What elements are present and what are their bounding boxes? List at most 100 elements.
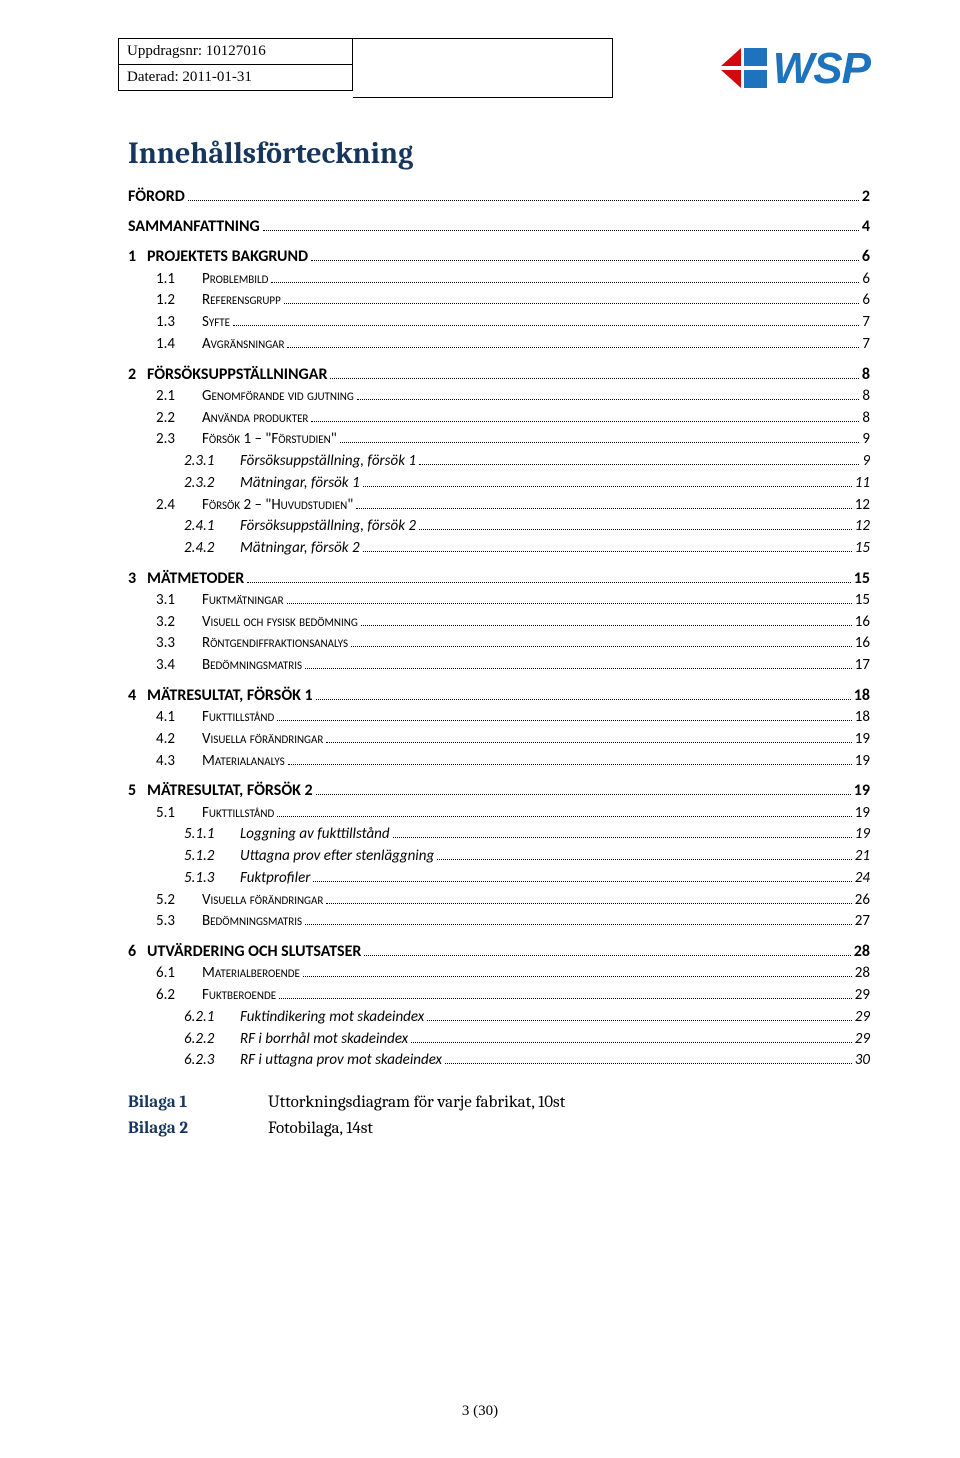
toc-entry-label: 5.1.2Uttagna prov efter stenläggning (184, 846, 434, 868)
toc-leader-dots (363, 542, 852, 553)
toc-entry-label: 2.4Försök 2 – "Huvudstudien" (156, 495, 353, 517)
toc-entry-text: Uttagna prov efter stenläggning (240, 847, 434, 865)
toc-entry-text: Referensgrupp (202, 291, 281, 309)
toc-entry-page: 19 (854, 779, 870, 802)
toc-title: Innehållsförteckning (128, 136, 870, 171)
toc-entry-text: Bedömningsmatris (202, 912, 302, 930)
toc-entry-label: 4.2Visuella förändringar (156, 729, 323, 751)
toc-entry: 2.2Använda produkter8 (128, 408, 870, 430)
toc-entry-page: 19 (855, 729, 870, 751)
appendix-block: Bilaga 1 Uttorkningsdiagram för varje fa… (128, 1090, 870, 1141)
toc-entry-text: Loggning av fukttillstånd (240, 825, 390, 843)
toc-entry-text: Bedömningsmatris (202, 656, 302, 674)
toc-entry-page: 16 (855, 633, 870, 655)
page-footer: 3 (30) (0, 1403, 960, 1420)
toc-entry-page: 8 (862, 363, 870, 386)
toc-entry: 6.2Fuktberoende29 (128, 985, 870, 1007)
logo-wrap: WSP (721, 38, 870, 94)
toc-entry: 1.4Avgränsningar7 (128, 334, 870, 356)
toc-leader-dots (316, 784, 851, 795)
toc-entry-text: Försök 2 – "Huvudstudien" (202, 496, 353, 514)
toc-leader-dots (393, 828, 852, 839)
toc-entry-number: 2.3.2 (184, 473, 240, 495)
toc-entry-number: 6.2 (156, 985, 202, 1007)
toc-entry-text: Försöksuppställning, försök 2 (240, 517, 416, 535)
toc-leader-dots (364, 945, 850, 956)
toc-entry-label: 5.1Fukttillstånd (156, 803, 274, 825)
toc-entry-page: 15 (855, 538, 870, 560)
toc-entry-label: 3.1Fuktmätningar (156, 590, 284, 612)
toc-entry-number: 1.2 (156, 290, 202, 312)
toc-entry-label: 4 MÄTRESULTAT, FÖRSÖK 1 (128, 684, 313, 707)
content-area: Innehållsförteckning FÖRORD2SAMMANFATTNI… (118, 136, 870, 1141)
toc-entry-text: Problembild (202, 270, 268, 288)
toc-entry-number: 2.4.1 (184, 516, 240, 538)
toc-entry-number: 5.3 (156, 911, 202, 933)
appendix-row-2: Bilaga 2 Fotobilaga, 14st (128, 1116, 870, 1142)
toc-entry: 2.3Försök 1 – "Förstudien"9 (128, 429, 870, 451)
toc-entry: 6.1Materialberoende28 (128, 963, 870, 985)
toc-entry: 4.2Visuella förändringar 19 (128, 729, 870, 751)
toc-entry-page: 28 (854, 940, 870, 963)
toc-entry-page: 9 (862, 451, 870, 473)
toc-entry-number: 6.2.2 (184, 1029, 240, 1051)
toc-entry-text: RF i uttagna prov mot skadeindex (240, 1051, 442, 1069)
toc-leader-dots (277, 806, 852, 817)
uppdragsnr-cell: Uppdragsnr: 10127016 (119, 39, 352, 65)
toc-entry-page: 19 (855, 803, 870, 825)
wsp-logo: WSP (721, 44, 870, 94)
toc-entry: 6.2.2RF i borrhål mot skadeindex29 (128, 1029, 870, 1051)
toc-entry-page: 6 (862, 290, 870, 312)
toc-entry-label: 6.1Materialberoende (156, 963, 300, 985)
toc-entry-page: 19 (855, 824, 870, 846)
toc-entry-label: 2.3.1Försöksuppställning, försök 1 (184, 451, 416, 473)
toc-entry-page: 19 (855, 751, 870, 773)
toc-entry: 1 PROJEKTETS BAKGRUND6 (128, 245, 870, 268)
toc-entry-text: Visuell och fysisk bedömning (202, 613, 358, 631)
toc-entry-page: 29 (855, 985, 870, 1007)
toc-entry-page: 6 (862, 245, 870, 268)
toc-leader-dots (361, 615, 852, 626)
toc-entry-page: 11 (855, 473, 870, 495)
toc-entry-text: Röntgendiffraktionsanalys (202, 634, 348, 652)
toc-entry-number: 2.3.1 (184, 451, 240, 473)
toc-entry-page: 15 (854, 567, 870, 590)
toc-entry-number: 5.1.2 (184, 846, 240, 868)
toc-entry: 3 MÄTMETODER15 (128, 567, 870, 590)
toc-entry-text: Mätningar, försök 2 (240, 539, 360, 557)
toc-entry: 1.2Referensgrupp 6 (128, 290, 870, 312)
toc-entry-label: 1.4Avgränsningar (156, 334, 284, 356)
toc-leader-dots (316, 689, 851, 700)
toc-leader-dots (305, 659, 852, 670)
toc-entry: 4.3Materialanalys19 (128, 751, 870, 773)
toc-entry-number: 3.4 (156, 655, 202, 677)
toc-entry-label: 1.3Syfte (156, 312, 230, 334)
toc-entry-number: 5.2 (156, 890, 202, 912)
toc-leader-dots (330, 367, 858, 378)
header-blank-cell (353, 38, 613, 98)
toc-entry-label: 3.2Visuell och fysisk bedömning (156, 612, 358, 634)
toc-entry-page: 16 (855, 612, 870, 634)
toc-entry-number: 5.1 (156, 803, 202, 825)
toc-leader-dots (277, 711, 852, 722)
wsp-logo-text: WSP (773, 44, 870, 94)
toc-entry-page: 8 (862, 386, 870, 408)
toc-leader-dots (356, 498, 852, 509)
toc-entry-number: 1.3 (156, 312, 202, 334)
toc-leader-dots (340, 433, 860, 444)
toc-entry: FÖRORD2 (128, 185, 870, 208)
toc-entry: 3.2Visuell och fysisk bedömning 16 (128, 612, 870, 634)
toc-entry: 2.3.2Mätningar, försök 111 (128, 473, 870, 495)
toc-entry-number: 6.2.3 (184, 1050, 240, 1072)
toc-leader-dots (311, 250, 859, 261)
toc-entry: 1.3Syfte7 (128, 312, 870, 334)
toc-entry-number: 2.1 (156, 386, 202, 408)
toc-entry-page: 15 (855, 590, 870, 612)
toc-leader-dots (445, 1054, 852, 1065)
toc-entry-number: 4.1 (156, 707, 202, 729)
toc-leader-dots (279, 989, 852, 1000)
wsp-logo-icon (721, 48, 767, 90)
toc-leader-dots (351, 637, 852, 648)
toc-entry-label: 2.4.1Försöksuppställning, försök 2 (184, 516, 416, 538)
toc-entry-number: 6.1 (156, 963, 202, 985)
